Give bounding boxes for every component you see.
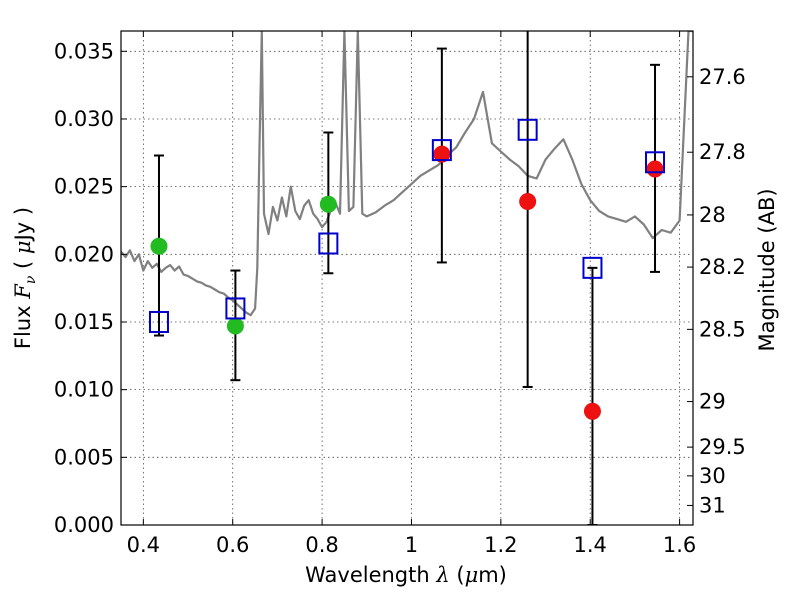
x-tick-label: 1.2: [484, 533, 517, 557]
marker-layer: [148, 118, 666, 420]
y-tick-label: 0.035: [54, 39, 114, 63]
y-tick-label: 0.030: [54, 107, 114, 131]
y2-tick-label: 31: [699, 493, 726, 517]
spectrum-layer: [121, 31, 693, 317]
y-tick-label: 0.000: [54, 513, 114, 537]
x-tick-label: 0.8: [305, 533, 338, 557]
y-tick-label: 0.010: [54, 378, 114, 402]
red-point-2: [583, 402, 601, 420]
y2-tick-label: 27.6: [699, 65, 746, 89]
y-axis-title: Flux Fν ( μJy ): [11, 207, 39, 349]
y2-tick-label: 29: [699, 390, 726, 414]
y2-tick-label: 28: [699, 203, 726, 227]
y-tick-label: 0.025: [54, 175, 114, 199]
x-tick-label: 1.4: [574, 533, 607, 557]
square-point-0: [148, 310, 169, 333]
x-tick-label: 0.4: [127, 533, 160, 557]
square-point-6: [645, 151, 666, 174]
x-tick-label: 0.6: [216, 533, 249, 557]
tick-layer: 0.4 0.6 0.8 1 1.2 1.4 1.6 0.000 0.005 0.010 0.015 0…: [54, 31, 746, 557]
y-tick-label: 0.020: [54, 242, 114, 266]
green-point-1: [226, 317, 244, 335]
x-tick-label: 1: [405, 533, 418, 557]
y2-axis-title: Magnitude (AB): [755, 188, 779, 351]
square-point-3: [431, 139, 452, 162]
y2-tick-label: 30: [699, 464, 726, 488]
spectrum-line: [121, 31, 693, 317]
x-tick-label: 1.6: [663, 533, 696, 557]
square-point-5: [582, 256, 603, 279]
green-point-0: [150, 237, 168, 255]
grid-layer: [121, 31, 693, 526]
plot-frame: [120, 30, 694, 526]
y2-tick-label: 28.5: [699, 317, 746, 341]
green-point-2: [319, 195, 337, 213]
y2-tick-label: 27.8: [699, 140, 746, 164]
red-point-1: [519, 193, 537, 211]
square-point-4: [517, 118, 538, 141]
red-point-3: [646, 160, 664, 178]
y-tick-label: 0.005: [54, 445, 114, 469]
x-axis-title: Wavelength λ (μm): [305, 563, 507, 587]
y2-tick-label: 29.5: [699, 435, 746, 459]
y-tick-label: 0.015: [54, 310, 114, 334]
square-point-2: [318, 232, 339, 255]
y2-tick-label: 28.2: [699, 255, 746, 279]
square-point-1: [225, 297, 246, 320]
